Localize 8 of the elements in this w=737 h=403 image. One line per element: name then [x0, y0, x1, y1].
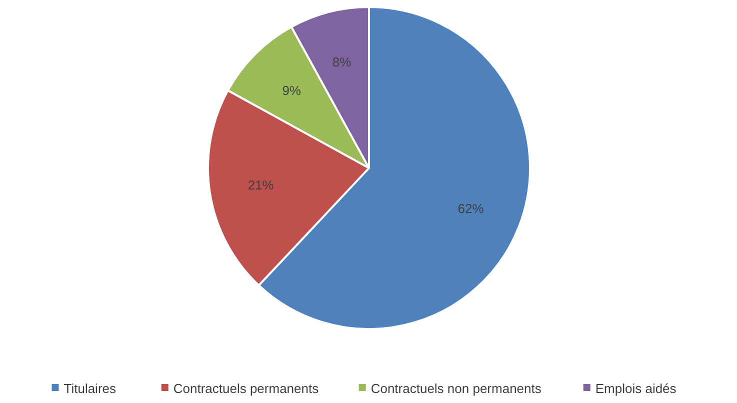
legend-label: Contractuels non permanents [370, 381, 542, 396]
data-label: 62% [458, 200, 484, 216]
data-label: 21% [248, 178, 274, 193]
data-label: 8% [332, 54, 352, 70]
legend-label: Emplois aidés [595, 381, 677, 396]
data-label: 9% [282, 83, 302, 98]
legend-label: Contractuels permanents [173, 381, 320, 396]
legend-label: Titulaires [64, 381, 117, 396]
